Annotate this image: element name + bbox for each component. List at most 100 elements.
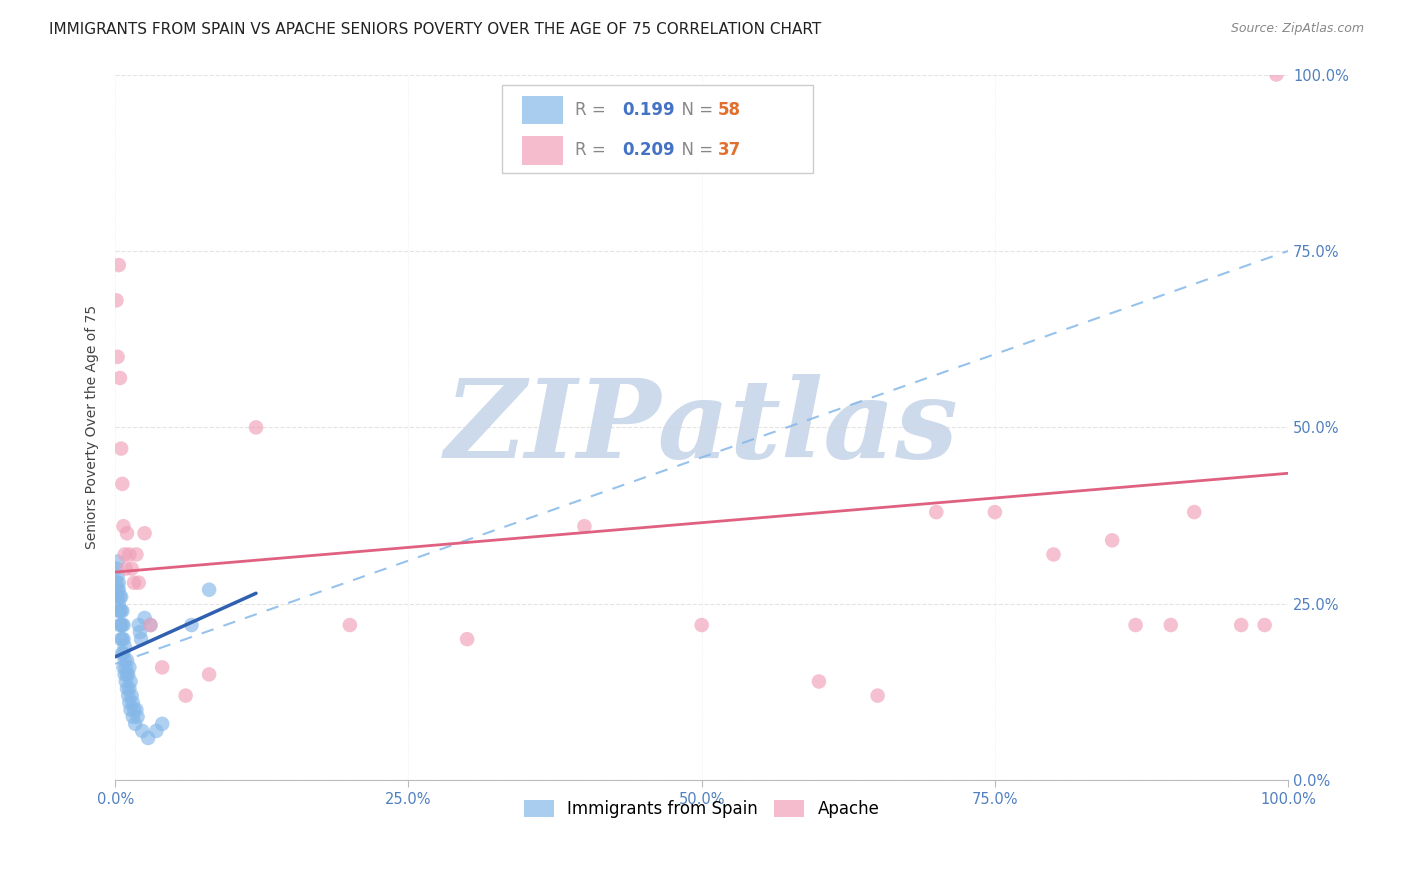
Point bbox=[139, 618, 162, 632]
Point bbox=[112, 519, 135, 533]
Point bbox=[110, 604, 132, 618]
Point bbox=[125, 703, 148, 717]
Point bbox=[110, 590, 132, 604]
Point bbox=[114, 667, 136, 681]
Point bbox=[1265, 68, 1288, 82]
Point bbox=[120, 674, 142, 689]
Point bbox=[114, 561, 136, 575]
Point bbox=[339, 618, 361, 632]
Point bbox=[117, 689, 139, 703]
Point bbox=[107, 604, 129, 618]
Point bbox=[245, 420, 267, 434]
Point bbox=[107, 575, 129, 590]
Point bbox=[456, 632, 478, 647]
Point bbox=[128, 575, 150, 590]
FancyBboxPatch shape bbox=[522, 136, 564, 164]
Point bbox=[139, 618, 162, 632]
Point bbox=[111, 646, 134, 660]
Point bbox=[117, 667, 139, 681]
FancyBboxPatch shape bbox=[522, 95, 564, 124]
Text: Source: ZipAtlas.com: Source: ZipAtlas.com bbox=[1230, 22, 1364, 36]
Y-axis label: Seniors Poverty Over the Age of 75: Seniors Poverty Over the Age of 75 bbox=[86, 305, 100, 549]
Point bbox=[112, 618, 135, 632]
Point bbox=[110, 442, 132, 456]
Point bbox=[174, 689, 197, 703]
Point bbox=[118, 681, 141, 696]
Point bbox=[690, 618, 713, 632]
Point bbox=[108, 604, 131, 618]
Point bbox=[115, 681, 138, 696]
Text: 37: 37 bbox=[718, 142, 741, 160]
Point bbox=[107, 590, 129, 604]
Point bbox=[112, 660, 135, 674]
Point bbox=[108, 618, 131, 632]
Point bbox=[121, 689, 143, 703]
Point bbox=[118, 696, 141, 710]
Point bbox=[150, 660, 173, 674]
Point bbox=[111, 618, 134, 632]
Point bbox=[127, 710, 149, 724]
Point bbox=[108, 371, 131, 385]
Point bbox=[107, 582, 129, 597]
Point bbox=[107, 350, 129, 364]
Point bbox=[114, 660, 136, 674]
Point bbox=[134, 611, 156, 625]
Point bbox=[114, 548, 136, 562]
Point bbox=[110, 632, 132, 647]
Point bbox=[866, 689, 889, 703]
Point bbox=[1160, 618, 1182, 632]
Point bbox=[108, 590, 131, 604]
Point bbox=[105, 575, 128, 590]
Point bbox=[112, 632, 135, 647]
Point bbox=[145, 723, 167, 738]
Point bbox=[122, 703, 145, 717]
Point bbox=[107, 582, 129, 597]
Point bbox=[128, 618, 150, 632]
Point bbox=[114, 674, 136, 689]
Point bbox=[129, 625, 152, 640]
Point bbox=[180, 618, 202, 632]
Point bbox=[131, 723, 153, 738]
Point bbox=[129, 632, 152, 647]
Point bbox=[136, 731, 159, 745]
Point bbox=[925, 505, 948, 519]
Text: N =: N = bbox=[671, 142, 718, 160]
Point bbox=[134, 526, 156, 541]
Point bbox=[1253, 618, 1275, 632]
Text: IMMIGRANTS FROM SPAIN VS APACHE SENIORS POVERTY OVER THE AGE OF 75 CORRELATION C: IMMIGRANTS FROM SPAIN VS APACHE SENIORS … bbox=[49, 22, 821, 37]
Text: N =: N = bbox=[671, 101, 718, 119]
Point bbox=[105, 561, 128, 575]
Point bbox=[807, 674, 830, 689]
Text: R =: R = bbox=[575, 101, 612, 119]
Point bbox=[118, 660, 141, 674]
Point bbox=[1230, 618, 1253, 632]
Point bbox=[121, 696, 143, 710]
Text: R =: R = bbox=[575, 142, 612, 160]
Text: ZIPatlas: ZIPatlas bbox=[444, 374, 959, 481]
Point bbox=[198, 582, 221, 597]
Point bbox=[111, 632, 134, 647]
Point bbox=[124, 716, 146, 731]
Point bbox=[107, 258, 129, 272]
Text: 58: 58 bbox=[718, 101, 741, 119]
Point bbox=[150, 716, 173, 731]
Point bbox=[107, 554, 129, 568]
Point bbox=[121, 561, 143, 575]
Point bbox=[107, 568, 129, 582]
Point bbox=[115, 653, 138, 667]
Point bbox=[1182, 505, 1205, 519]
Point bbox=[120, 703, 142, 717]
Point bbox=[1042, 548, 1064, 562]
Point bbox=[112, 646, 135, 660]
Point bbox=[111, 604, 134, 618]
FancyBboxPatch shape bbox=[502, 85, 813, 173]
Legend: Immigrants from Spain, Apache: Immigrants from Spain, Apache bbox=[517, 793, 886, 825]
Point bbox=[125, 548, 148, 562]
Point bbox=[574, 519, 596, 533]
Text: 0.199: 0.199 bbox=[621, 101, 675, 119]
Point bbox=[122, 575, 145, 590]
Point bbox=[110, 618, 132, 632]
Point bbox=[115, 667, 138, 681]
Point bbox=[115, 526, 138, 541]
Point bbox=[114, 653, 136, 667]
